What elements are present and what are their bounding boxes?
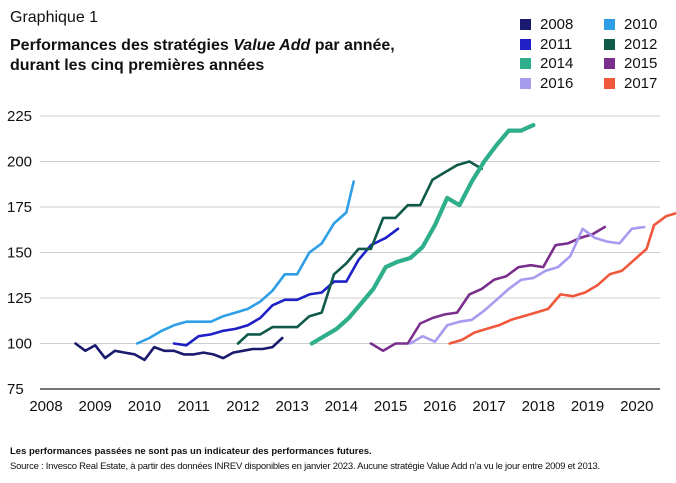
x-tick-label-2009: 2009 (79, 398, 112, 415)
x-tick-label-2011: 2011 (178, 398, 210, 415)
legend-label-2012: 2012 (624, 35, 658, 53)
x-tick-label-2010: 2010 (128, 398, 161, 415)
x-tick-label-2020: 2020 (620, 398, 653, 415)
y-tick-label-75: 75 (7, 381, 24, 398)
grid-layer (40, 115, 660, 344)
series-line-2014-8 (518, 122, 536, 133)
x-tick-label-2019: 2019 (571, 398, 604, 415)
x-tick-label-2016: 2016 (423, 398, 456, 415)
series-line-2016-11 (408, 227, 597, 345)
legend-swatch-2014 (520, 58, 531, 69)
x-tick-label-2013: 2013 (275, 398, 308, 415)
series-line-2017-13 (448, 223, 656, 345)
legend-swatch-2011 (520, 38, 531, 50)
legend-label-2016: 2016 (540, 74, 574, 92)
title-suffix: par année, (310, 37, 395, 54)
x-tick-label-2017: 2017 (472, 398, 505, 415)
legend-swatch-2010 (604, 19, 615, 30)
legend-swatch-2015 (604, 58, 615, 69)
y-tick-label-175: 175 (7, 199, 32, 216)
legend: 2008 2010 2011 2012 2014 2015 2016 2017 (520, 15, 676, 95)
chart-title-line1: Performances des stratégies Value Add pa… (10, 37, 395, 55)
legend-label-2010: 2010 (624, 16, 658, 33)
line-chart: 75 100 125 150 175 200 225 2008 2009 2010 2011 2012… (7, 108, 676, 415)
legend-label-2014: 2014 (540, 55, 574, 72)
series-line-2015-9 (369, 236, 582, 353)
chart-kicker: Graphique 1 (10, 9, 99, 26)
series-line-2012-6 (455, 160, 484, 171)
legend-swatch-2016 (520, 77, 531, 89)
series-line-2010-2 (344, 180, 356, 214)
x-tick-label-2018: 2018 (522, 398, 555, 415)
legend-swatch-2012 (604, 38, 615, 50)
legend-swatch-2008 (520, 19, 531, 30)
y-tick-label-100: 100 (7, 336, 32, 353)
legend-swatch-2017 (604, 77, 615, 89)
x-tick-label-2008: 2008 (29, 398, 62, 415)
x-tick-label-2015: 2015 (374, 398, 407, 415)
axis-layer: 75 100 125 150 175 200 225 2008 2009 2010 2011 2012… (7, 108, 660, 415)
y-tick-label-225: 225 (7, 108, 32, 125)
title-italic: Value Add (233, 37, 311, 54)
series-line-2012-5 (236, 163, 459, 345)
series-line-2011-3 (172, 236, 388, 347)
series-line-2015-10 (578, 225, 607, 240)
series-line-2016-12 (593, 225, 646, 245)
series-line-2010-1 (135, 211, 348, 345)
footer-source: Source : Invesco Real Estate, à partir d… (10, 461, 600, 472)
footer-disclaimer: Les performances passées ne sont pas un … (10, 446, 372, 457)
series-line-2017-14 (652, 211, 676, 227)
legend-label-2008: 2008 (540, 16, 574, 33)
y-tick-label-125: 125 (7, 290, 32, 307)
legend-label-2017: 2017 (624, 74, 658, 92)
y-tick-label-200: 200 (7, 154, 32, 171)
y-tick-label-150: 150 (7, 245, 32, 262)
legend-label-2015: 2015 (624, 55, 658, 72)
x-tick-label-2012: 2012 (226, 398, 259, 415)
series-line-2011-4 (384, 227, 400, 240)
series-line-2014-7 (309, 128, 524, 346)
title-prefix: Performances des stratégies (10, 37, 234, 54)
series-layer (74, 122, 676, 362)
chart-title-line2: durant les cinq premières années (10, 57, 265, 74)
legend-label-2011: 2011 (540, 35, 573, 53)
series-line-2008-0 (74, 336, 284, 362)
x-tick-label-2014: 2014 (325, 398, 358, 415)
